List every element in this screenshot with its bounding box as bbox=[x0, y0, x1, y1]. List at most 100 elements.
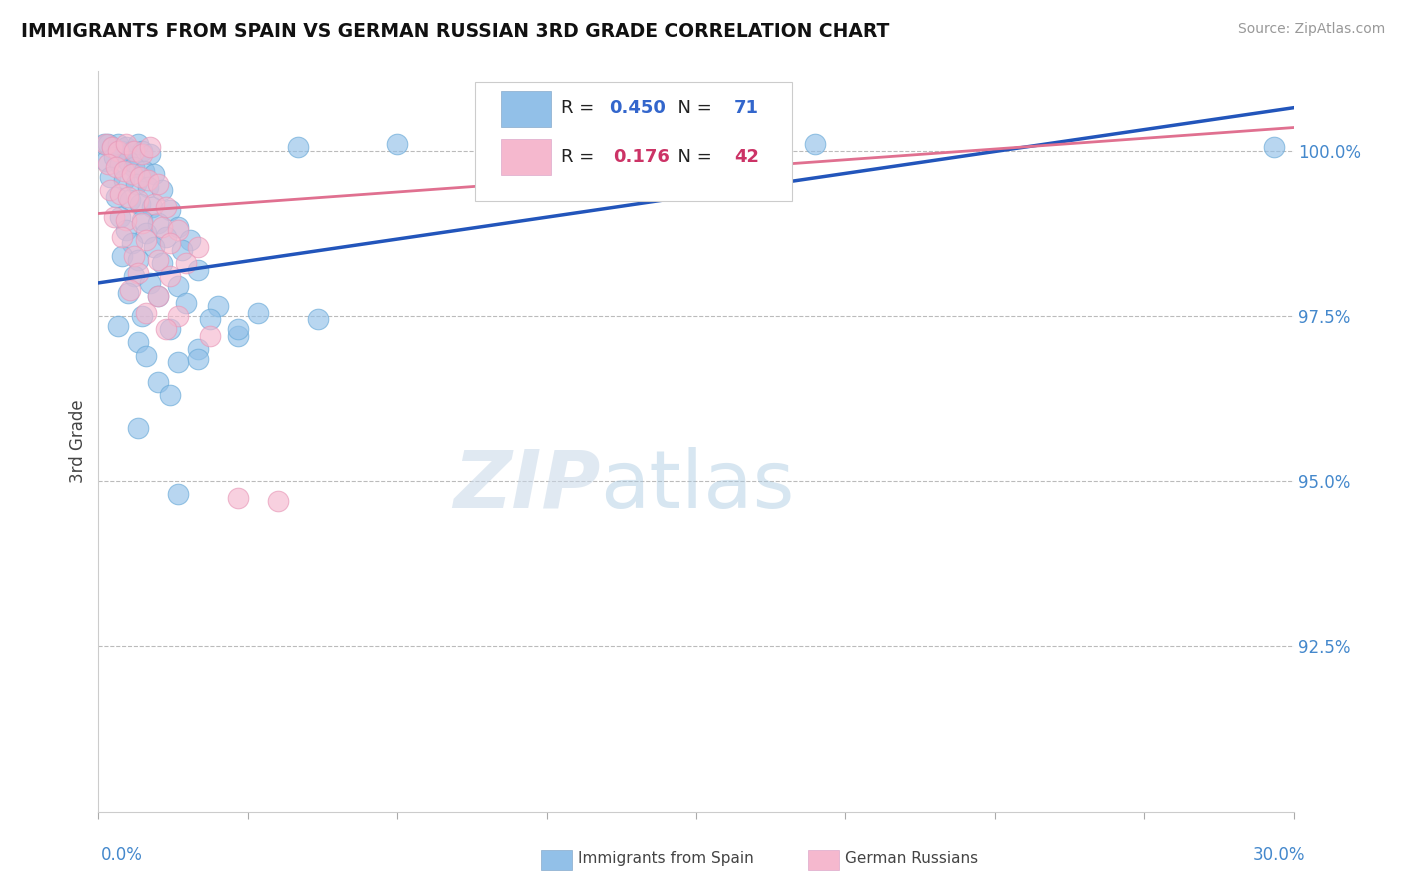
Point bbox=[111, 144, 134, 158]
Point bbox=[135, 349, 157, 363]
Point bbox=[117, 285, 139, 300]
Point bbox=[174, 256, 197, 270]
Point bbox=[150, 219, 173, 234]
Point bbox=[167, 279, 190, 293]
Point bbox=[121, 144, 143, 158]
Point bbox=[148, 252, 170, 267]
Point bbox=[115, 213, 138, 227]
Point bbox=[135, 305, 157, 319]
Point bbox=[148, 216, 170, 230]
Point bbox=[131, 144, 153, 158]
Point bbox=[167, 223, 190, 237]
Point bbox=[167, 487, 190, 501]
Y-axis label: 3rd Grade: 3rd Grade bbox=[69, 400, 87, 483]
Point bbox=[125, 177, 148, 191]
Point bbox=[124, 249, 146, 263]
Point bbox=[117, 190, 139, 204]
Point bbox=[103, 150, 125, 164]
Point bbox=[136, 180, 159, 194]
Point bbox=[110, 210, 132, 224]
Point bbox=[207, 299, 229, 313]
Point bbox=[167, 355, 190, 369]
Point bbox=[385, 137, 409, 152]
Point bbox=[148, 375, 170, 389]
Text: 71: 71 bbox=[734, 99, 759, 118]
Point bbox=[93, 137, 115, 152]
Point bbox=[141, 200, 163, 214]
Point bbox=[110, 157, 132, 171]
Point bbox=[159, 203, 181, 218]
Point bbox=[155, 229, 177, 244]
FancyBboxPatch shape bbox=[475, 82, 792, 201]
Point bbox=[98, 183, 122, 197]
Text: N =: N = bbox=[666, 99, 717, 118]
Point bbox=[159, 236, 181, 251]
Point bbox=[167, 219, 190, 234]
Point bbox=[131, 309, 153, 323]
Point bbox=[179, 233, 201, 247]
Point bbox=[97, 137, 120, 152]
Point bbox=[136, 173, 159, 187]
Text: Immigrants from Spain: Immigrants from Spain bbox=[578, 852, 754, 866]
Point bbox=[167, 309, 190, 323]
Point bbox=[115, 223, 138, 237]
Point bbox=[105, 160, 128, 174]
Point bbox=[159, 269, 181, 284]
Point bbox=[135, 227, 157, 241]
Point bbox=[98, 170, 122, 185]
Point bbox=[148, 289, 170, 303]
Point bbox=[131, 147, 153, 161]
Point bbox=[159, 322, 181, 336]
Text: R =: R = bbox=[561, 147, 606, 166]
Point bbox=[134, 163, 156, 178]
Text: atlas: atlas bbox=[600, 447, 794, 525]
Point bbox=[148, 177, 170, 191]
Bar bbox=[501, 139, 551, 175]
Point bbox=[187, 239, 209, 253]
Point bbox=[804, 137, 827, 152]
Point bbox=[127, 335, 149, 350]
Point bbox=[131, 213, 153, 227]
Point bbox=[107, 318, 129, 333]
Text: N =: N = bbox=[666, 147, 717, 166]
Text: R =: R = bbox=[561, 99, 600, 118]
Point bbox=[187, 342, 209, 356]
Point bbox=[226, 322, 249, 336]
Point bbox=[159, 388, 181, 402]
Point bbox=[112, 173, 135, 187]
Text: 0.450: 0.450 bbox=[609, 99, 665, 118]
Point bbox=[150, 256, 173, 270]
Point bbox=[117, 153, 139, 168]
Point bbox=[139, 147, 162, 161]
Point bbox=[101, 140, 124, 154]
Point bbox=[1263, 140, 1285, 154]
Point bbox=[115, 137, 138, 152]
Point bbox=[127, 194, 149, 208]
Text: 0.176: 0.176 bbox=[613, 147, 671, 166]
Point bbox=[139, 276, 162, 290]
Point bbox=[111, 229, 134, 244]
Point bbox=[107, 137, 129, 152]
Point bbox=[105, 190, 128, 204]
Point bbox=[120, 194, 142, 208]
Point bbox=[148, 289, 170, 303]
Point bbox=[135, 233, 157, 247]
Point bbox=[124, 269, 146, 284]
Point bbox=[96, 137, 118, 152]
Point bbox=[226, 491, 249, 505]
Point bbox=[198, 312, 221, 326]
Point bbox=[129, 196, 152, 211]
Point bbox=[246, 305, 269, 319]
Point bbox=[127, 266, 149, 280]
Point bbox=[129, 170, 152, 185]
Text: IMMIGRANTS FROM SPAIN VS GERMAN RUSSIAN 3RD GRADE CORRELATION CHART: IMMIGRANTS FROM SPAIN VS GERMAN RUSSIAN … bbox=[21, 22, 890, 41]
Point bbox=[112, 163, 135, 178]
Bar bbox=[501, 91, 551, 127]
Point bbox=[150, 183, 173, 197]
Point bbox=[267, 494, 290, 508]
Text: 42: 42 bbox=[734, 147, 759, 166]
Point bbox=[139, 140, 162, 154]
Point bbox=[115, 140, 138, 154]
Point bbox=[121, 167, 143, 181]
Point bbox=[143, 196, 166, 211]
